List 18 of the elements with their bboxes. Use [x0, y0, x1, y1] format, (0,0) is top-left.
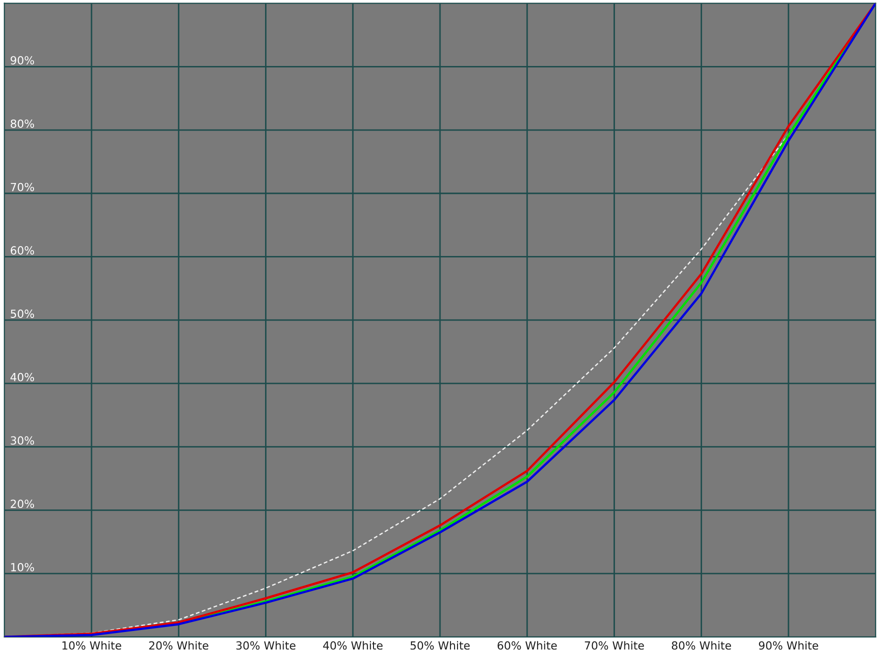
y-tick-label: 40%: [10, 372, 34, 382]
y-tick-label: 60%: [10, 246, 34, 255]
x-tick-label: 60% White: [498, 641, 557, 650]
x-tick-label: 10% White: [62, 641, 122, 650]
y-tick-label: 90%: [10, 56, 34, 65]
y-tick-label: 10%: [11, 562, 34, 572]
x-tick-label: 40% White: [323, 641, 383, 650]
y-tick-label: 50%: [10, 310, 34, 318]
x-tick-label: 90% White: [758, 641, 818, 650]
x-tick-label: 70% White: [584, 641, 644, 650]
x-tick-label: 20% White: [149, 641, 208, 650]
y-tick-label: 20%: [10, 500, 34, 508]
x-tick-label: 50% White: [410, 641, 470, 650]
x-tick-label: 80% White: [672, 641, 732, 650]
y-tick-label: 30%: [10, 436, 34, 445]
y-tick-label: 70%: [10, 182, 34, 192]
x-tick-label: 30% White: [236, 641, 296, 650]
y-tick-label: 80%: [10, 119, 34, 128]
